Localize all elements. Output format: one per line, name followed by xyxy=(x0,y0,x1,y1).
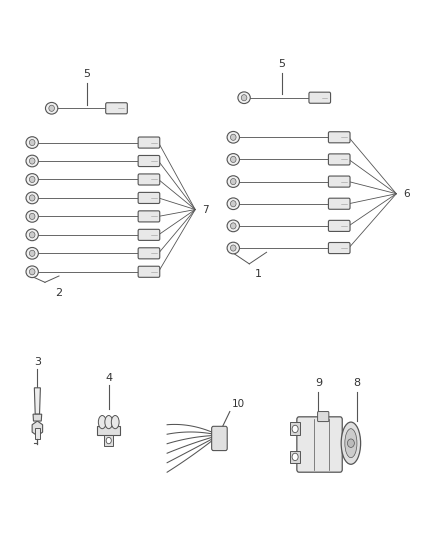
Ellipse shape xyxy=(227,242,240,254)
Ellipse shape xyxy=(26,247,39,259)
FancyBboxPatch shape xyxy=(138,192,160,204)
Ellipse shape xyxy=(345,429,357,458)
Ellipse shape xyxy=(26,211,39,222)
FancyBboxPatch shape xyxy=(138,137,160,148)
FancyBboxPatch shape xyxy=(138,229,160,240)
Text: 2: 2 xyxy=(56,288,63,297)
Ellipse shape xyxy=(230,223,236,229)
Ellipse shape xyxy=(105,416,113,429)
Text: 5: 5 xyxy=(84,69,91,79)
Ellipse shape xyxy=(230,245,236,251)
FancyBboxPatch shape xyxy=(138,156,160,166)
FancyBboxPatch shape xyxy=(328,220,350,231)
Text: 4: 4 xyxy=(105,373,112,383)
Ellipse shape xyxy=(29,232,35,238)
FancyBboxPatch shape xyxy=(328,243,350,254)
Ellipse shape xyxy=(46,102,58,114)
FancyBboxPatch shape xyxy=(328,176,350,187)
FancyBboxPatch shape xyxy=(138,266,160,277)
Circle shape xyxy=(292,453,298,461)
Ellipse shape xyxy=(26,192,39,204)
FancyBboxPatch shape xyxy=(138,174,160,185)
Polygon shape xyxy=(33,414,42,421)
Ellipse shape xyxy=(26,266,39,278)
Bar xyxy=(35,429,40,439)
Circle shape xyxy=(106,438,111,443)
Ellipse shape xyxy=(29,213,35,220)
Ellipse shape xyxy=(227,154,240,165)
Ellipse shape xyxy=(49,105,54,111)
Ellipse shape xyxy=(29,176,35,183)
Polygon shape xyxy=(32,421,42,436)
Ellipse shape xyxy=(227,176,240,188)
FancyBboxPatch shape xyxy=(318,411,329,422)
FancyBboxPatch shape xyxy=(212,426,227,450)
Circle shape xyxy=(347,439,354,447)
Text: 5: 5 xyxy=(278,59,285,69)
Polygon shape xyxy=(34,388,40,414)
Ellipse shape xyxy=(227,132,240,143)
Ellipse shape xyxy=(29,140,35,146)
FancyBboxPatch shape xyxy=(309,92,331,103)
Text: 8: 8 xyxy=(353,378,360,388)
Ellipse shape xyxy=(227,220,240,232)
FancyBboxPatch shape xyxy=(138,248,160,259)
FancyBboxPatch shape xyxy=(328,132,350,143)
Text: 10: 10 xyxy=(232,399,245,409)
Text: 9: 9 xyxy=(315,378,322,388)
Ellipse shape xyxy=(99,416,106,429)
Bar xyxy=(104,435,113,446)
Ellipse shape xyxy=(241,95,247,101)
Ellipse shape xyxy=(341,422,360,464)
Ellipse shape xyxy=(26,229,39,241)
Ellipse shape xyxy=(230,134,236,140)
Ellipse shape xyxy=(230,156,236,163)
Ellipse shape xyxy=(238,92,250,103)
FancyBboxPatch shape xyxy=(328,154,350,165)
Text: 1: 1 xyxy=(254,269,261,279)
Bar xyxy=(290,451,300,463)
Ellipse shape xyxy=(26,155,39,167)
Ellipse shape xyxy=(29,269,35,275)
Ellipse shape xyxy=(26,174,39,185)
FancyBboxPatch shape xyxy=(297,417,342,472)
Ellipse shape xyxy=(227,198,240,209)
Ellipse shape xyxy=(230,179,236,184)
Ellipse shape xyxy=(29,195,35,201)
Bar xyxy=(290,422,300,435)
FancyBboxPatch shape xyxy=(328,198,350,209)
Ellipse shape xyxy=(230,200,236,207)
Bar xyxy=(97,426,120,435)
Ellipse shape xyxy=(26,137,39,148)
Text: 6: 6 xyxy=(403,189,410,199)
Text: 3: 3 xyxy=(34,357,41,367)
Circle shape xyxy=(292,425,298,433)
Ellipse shape xyxy=(29,250,35,256)
FancyBboxPatch shape xyxy=(138,211,160,222)
Ellipse shape xyxy=(111,416,119,429)
FancyBboxPatch shape xyxy=(106,103,127,114)
Text: 7: 7 xyxy=(202,205,208,215)
Ellipse shape xyxy=(29,158,35,164)
